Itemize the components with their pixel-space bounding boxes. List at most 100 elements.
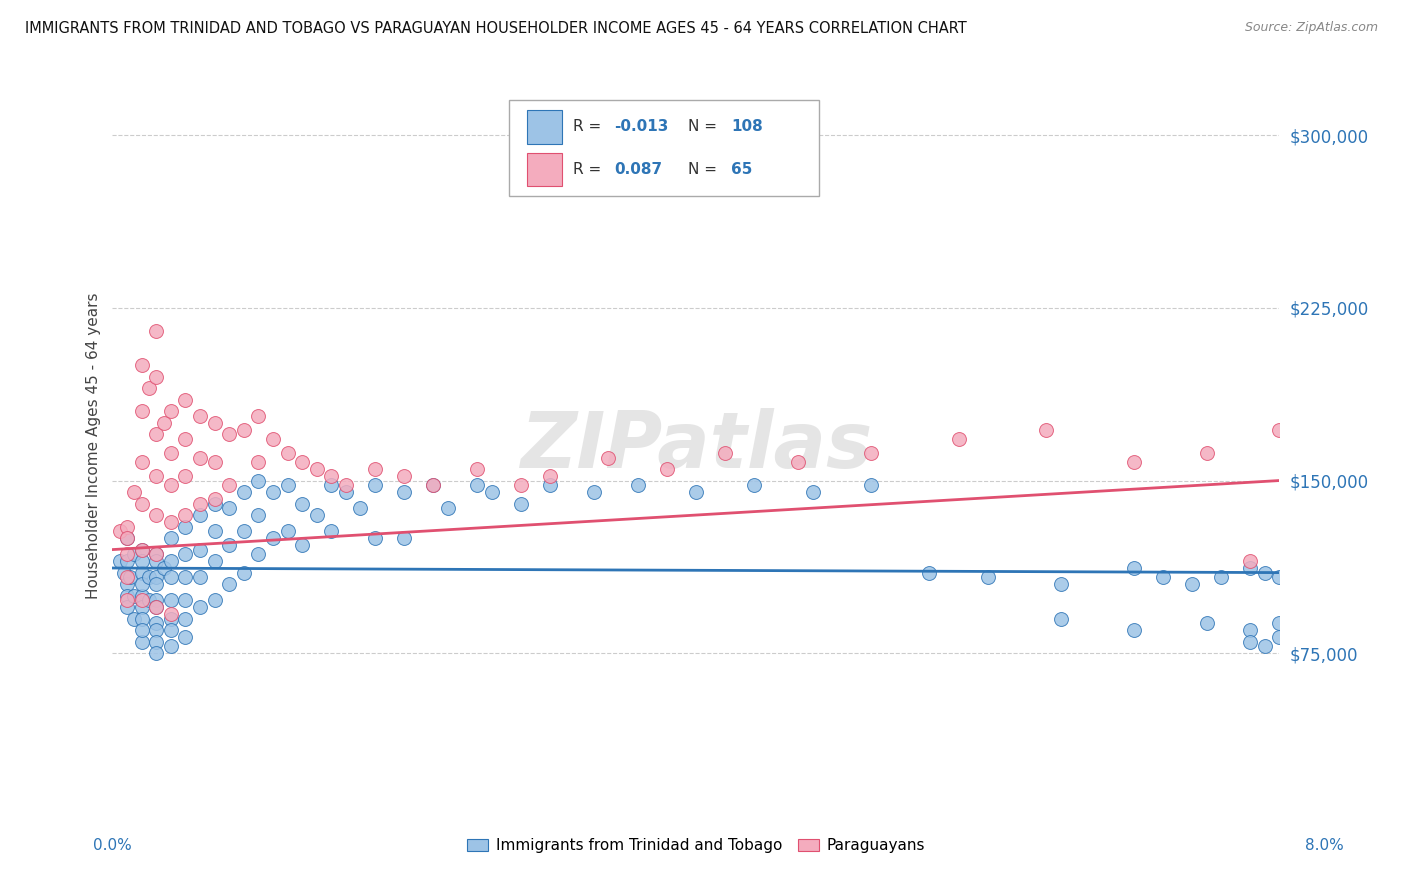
Point — [145, 508, 167, 522]
Point — [174, 630, 197, 644]
Point — [335, 485, 357, 500]
Point — [1239, 554, 1261, 568]
Point — [131, 600, 153, 615]
Point — [131, 612, 153, 626]
Point — [218, 577, 240, 591]
Point — [364, 478, 387, 492]
Point — [247, 455, 270, 469]
Point — [115, 554, 138, 568]
Point — [714, 446, 737, 460]
Point — [145, 370, 167, 384]
Point — [124, 485, 146, 500]
Point — [131, 542, 153, 557]
Point — [145, 623, 167, 637]
Point — [118, 570, 141, 584]
Point — [859, 478, 883, 492]
Point — [218, 501, 240, 516]
Point — [976, 570, 998, 584]
Point — [160, 478, 183, 492]
Point — [160, 531, 183, 545]
Point — [247, 474, 270, 488]
Point — [174, 612, 197, 626]
Point — [204, 524, 226, 538]
Point — [145, 547, 167, 561]
Text: 108: 108 — [731, 120, 762, 134]
Point — [655, 462, 678, 476]
Point — [115, 519, 138, 533]
Point — [321, 469, 343, 483]
Point — [291, 538, 314, 552]
Point — [394, 485, 416, 500]
Point — [364, 462, 387, 476]
Point — [1122, 623, 1144, 637]
Point — [1268, 423, 1291, 437]
Point — [1152, 570, 1174, 584]
Point — [145, 600, 167, 615]
Text: 0.0%: 0.0% — [93, 838, 132, 854]
Point — [948, 432, 970, 446]
Point — [152, 561, 174, 575]
Point — [1239, 634, 1261, 648]
Bar — [527, 153, 562, 186]
Point — [1049, 577, 1071, 591]
Point — [115, 600, 138, 615]
Text: Source: ZipAtlas.com: Source: ZipAtlas.com — [1244, 21, 1378, 35]
Point — [108, 524, 131, 538]
Point — [627, 478, 650, 492]
Y-axis label: Householder Income Ages 45 - 64 years: Householder Income Ages 45 - 64 years — [86, 293, 101, 599]
Point — [218, 427, 240, 442]
Point — [582, 485, 605, 500]
Point — [232, 524, 254, 538]
Point — [188, 508, 211, 522]
Point — [131, 577, 153, 591]
Point — [174, 593, 197, 607]
Point — [321, 524, 343, 538]
Point — [145, 646, 167, 660]
Text: N =: N = — [688, 162, 721, 177]
Point — [349, 501, 371, 516]
Point — [174, 508, 197, 522]
Point — [422, 478, 444, 492]
Point — [160, 612, 183, 626]
Text: 8.0%: 8.0% — [1305, 838, 1344, 854]
Point — [1122, 455, 1144, 469]
Point — [1195, 616, 1218, 631]
Point — [138, 381, 160, 395]
Point — [131, 623, 153, 637]
Point — [131, 404, 153, 418]
Point — [262, 432, 284, 446]
Point — [291, 497, 314, 511]
Point — [394, 531, 416, 545]
Point — [335, 478, 357, 492]
Point — [538, 469, 561, 483]
Point — [1122, 561, 1144, 575]
Bar — [527, 110, 562, 144]
Point — [145, 600, 167, 615]
Point — [160, 404, 183, 418]
Point — [160, 607, 183, 621]
Point — [138, 593, 160, 607]
Point — [276, 524, 298, 538]
Point — [131, 634, 153, 648]
Point — [115, 577, 138, 591]
Point — [1268, 630, 1291, 644]
Point — [145, 634, 167, 648]
Point — [115, 593, 138, 607]
Point — [160, 446, 183, 460]
Point — [232, 485, 254, 500]
Point — [218, 478, 240, 492]
Point — [204, 593, 226, 607]
Point — [232, 566, 254, 580]
Point — [131, 593, 153, 607]
Point — [598, 450, 620, 465]
Point — [174, 469, 197, 483]
Text: 0.087: 0.087 — [614, 162, 662, 177]
Point — [160, 623, 183, 637]
Point — [1049, 612, 1071, 626]
Point — [305, 508, 328, 522]
Point — [174, 392, 197, 407]
Point — [115, 531, 138, 545]
Point — [131, 497, 153, 511]
Text: 65: 65 — [731, 162, 752, 177]
Point — [160, 570, 183, 584]
